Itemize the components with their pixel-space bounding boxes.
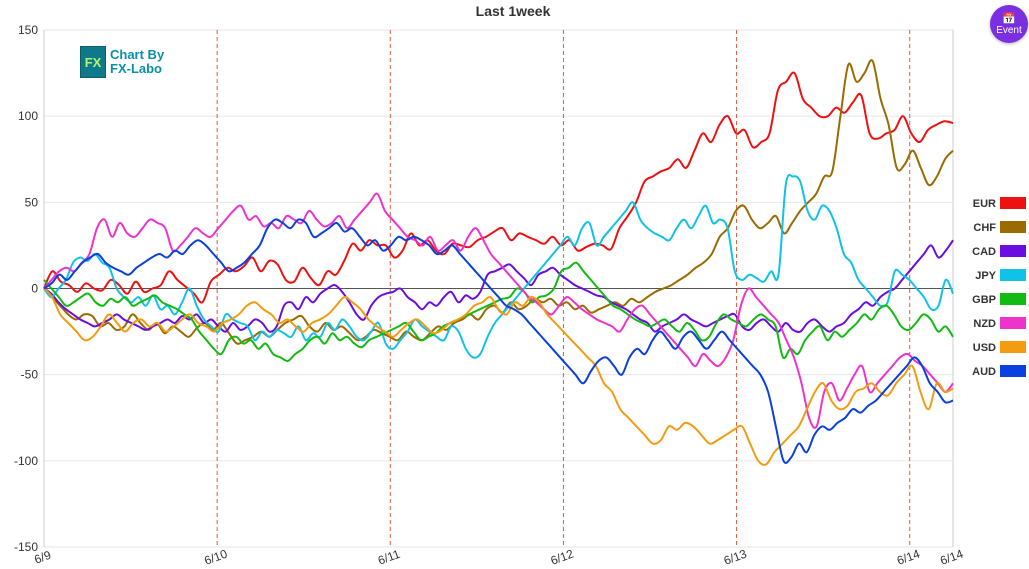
- legend-item-nzd[interactable]: NZD: [973, 317, 1026, 330]
- event-button[interactable]: 📅 Event: [990, 5, 1028, 43]
- legend-swatch: [1000, 341, 1026, 353]
- legend-swatch: [1000, 245, 1026, 257]
- legend-label: NZD: [973, 318, 996, 330]
- legend-label: CAD: [972, 246, 996, 258]
- legend-item-chf[interactable]: CHF: [973, 221, 1026, 234]
- legend-item-jpy[interactable]: JPY: [975, 269, 1026, 282]
- legend-item-gbp[interactable]: GBP: [972, 293, 1026, 306]
- legend-label: CHF: [973, 222, 996, 234]
- y-tick-label: 50: [25, 195, 39, 209]
- chart-by-fx-labo-logo: FX Chart By FX-Labo: [80, 46, 164, 78]
- x-tick-label: 6/14: [938, 547, 965, 568]
- y-tick-label: 150: [18, 23, 38, 37]
- logo-line2: FX-Labo: [110, 61, 162, 76]
- y-tick-label: -50: [21, 368, 39, 382]
- legend-swatch: [1000, 317, 1026, 329]
- series-line-jpy: [43, 173, 954, 359]
- series-line-gbp: [43, 261, 954, 362]
- calendar-icon: 📅: [1002, 12, 1016, 25]
- grid-layer: [43, 29, 954, 548]
- legend-item-usd[interactable]: USD: [973, 341, 1026, 354]
- legend-item-eur[interactable]: EUR: [973, 197, 1026, 210]
- legend-swatch: [1000, 365, 1026, 377]
- legend-label: GBP: [972, 294, 996, 306]
- x-tick-label: 6/12: [549, 547, 576, 568]
- legend-label: AUD: [972, 366, 996, 378]
- legend-swatch: [1000, 269, 1026, 281]
- legend-item-cad[interactable]: CAD: [972, 245, 1026, 258]
- x-tick-label: 6/10: [202, 547, 229, 568]
- legend-swatch: [1000, 221, 1026, 233]
- legend-label: JPY: [975, 270, 996, 282]
- series-line-usd: [43, 287, 954, 466]
- x-tick-label: 6/13: [722, 547, 749, 568]
- logo-text: Chart By FX-Labo: [110, 48, 164, 76]
- legend[interactable]: EUR CHF CAD JPY GBP NZD USD AUD: [972, 197, 1026, 378]
- y-tick-label: -100: [14, 454, 38, 468]
- y-tick-label: 0: [31, 282, 38, 296]
- chart-title: Last 1week: [476, 3, 551, 19]
- series-line-eur: [43, 71, 954, 304]
- y-tick-label: 100: [18, 109, 38, 123]
- x-tick-label: 6/9: [32, 548, 53, 567]
- y-tick-label: -150: [14, 540, 38, 554]
- legend-label: EUR: [973, 198, 996, 210]
- series-layer: [43, 59, 954, 466]
- series-line-cad: [43, 239, 954, 333]
- legend-label: USD: [973, 342, 996, 354]
- series-line-nzd: [43, 192, 954, 429]
- legend-swatch: [1000, 293, 1026, 305]
- series-line-aud: [43, 218, 954, 464]
- legend-swatch: [1000, 197, 1026, 209]
- x-tick-label: 6/11: [376, 547, 402, 568]
- logo-mark-icon: FX: [80, 46, 106, 78]
- x-tick-label: 6/14: [895, 547, 922, 568]
- logo-line1: Chart By: [110, 47, 165, 62]
- event-button-label: Event: [996, 24, 1022, 36]
- legend-item-aud[interactable]: AUD: [972, 365, 1026, 378]
